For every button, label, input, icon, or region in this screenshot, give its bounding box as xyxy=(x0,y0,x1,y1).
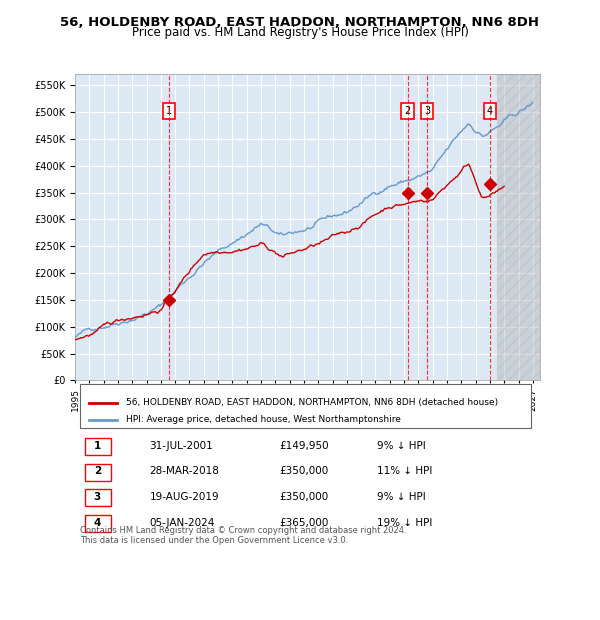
Text: HPI: Average price, detached house, West Northamptonshire: HPI: Average price, detached house, West… xyxy=(126,415,401,424)
Text: Contains HM Land Registry data © Crown copyright and database right 2024.
This d: Contains HM Land Registry data © Crown c… xyxy=(80,526,406,545)
FancyBboxPatch shape xyxy=(85,438,111,455)
Text: 4: 4 xyxy=(94,518,101,528)
Text: 05-JAN-2024: 05-JAN-2024 xyxy=(149,518,215,528)
Text: 56, HOLDENBY ROAD, EAST HADDON, NORTHAMPTON, NN6 8DH (detached house): 56, HOLDENBY ROAD, EAST HADDON, NORTHAMP… xyxy=(126,398,498,407)
Bar xyxy=(497,74,540,381)
Text: 3: 3 xyxy=(424,106,430,116)
Text: 19-AUG-2019: 19-AUG-2019 xyxy=(149,492,219,502)
FancyBboxPatch shape xyxy=(85,515,111,532)
Text: 11% ↓ HPI: 11% ↓ HPI xyxy=(377,466,433,476)
Text: 1: 1 xyxy=(166,106,172,116)
Text: 4: 4 xyxy=(487,106,493,116)
Text: 19% ↓ HPI: 19% ↓ HPI xyxy=(377,518,433,528)
FancyBboxPatch shape xyxy=(85,464,111,480)
Text: £149,950: £149,950 xyxy=(280,441,329,451)
FancyBboxPatch shape xyxy=(80,384,531,428)
Text: 56, HOLDENBY ROAD, EAST HADDON, NORTHAMPTON, NN6 8DH: 56, HOLDENBY ROAD, EAST HADDON, NORTHAMP… xyxy=(61,16,539,29)
Bar xyxy=(497,74,540,381)
Text: 9% ↓ HPI: 9% ↓ HPI xyxy=(377,441,426,451)
Text: 3: 3 xyxy=(94,492,101,502)
Text: 2: 2 xyxy=(94,466,101,476)
Text: £365,000: £365,000 xyxy=(280,518,329,528)
Text: 31-JUL-2001: 31-JUL-2001 xyxy=(149,441,213,451)
FancyBboxPatch shape xyxy=(85,489,111,507)
Text: 28-MAR-2018: 28-MAR-2018 xyxy=(149,466,219,476)
Text: 1: 1 xyxy=(94,441,101,451)
Text: 9% ↓ HPI: 9% ↓ HPI xyxy=(377,492,426,502)
Text: 2: 2 xyxy=(404,106,410,116)
Text: £350,000: £350,000 xyxy=(280,492,329,502)
Text: £350,000: £350,000 xyxy=(280,466,329,476)
Text: Price paid vs. HM Land Registry's House Price Index (HPI): Price paid vs. HM Land Registry's House … xyxy=(131,26,469,39)
